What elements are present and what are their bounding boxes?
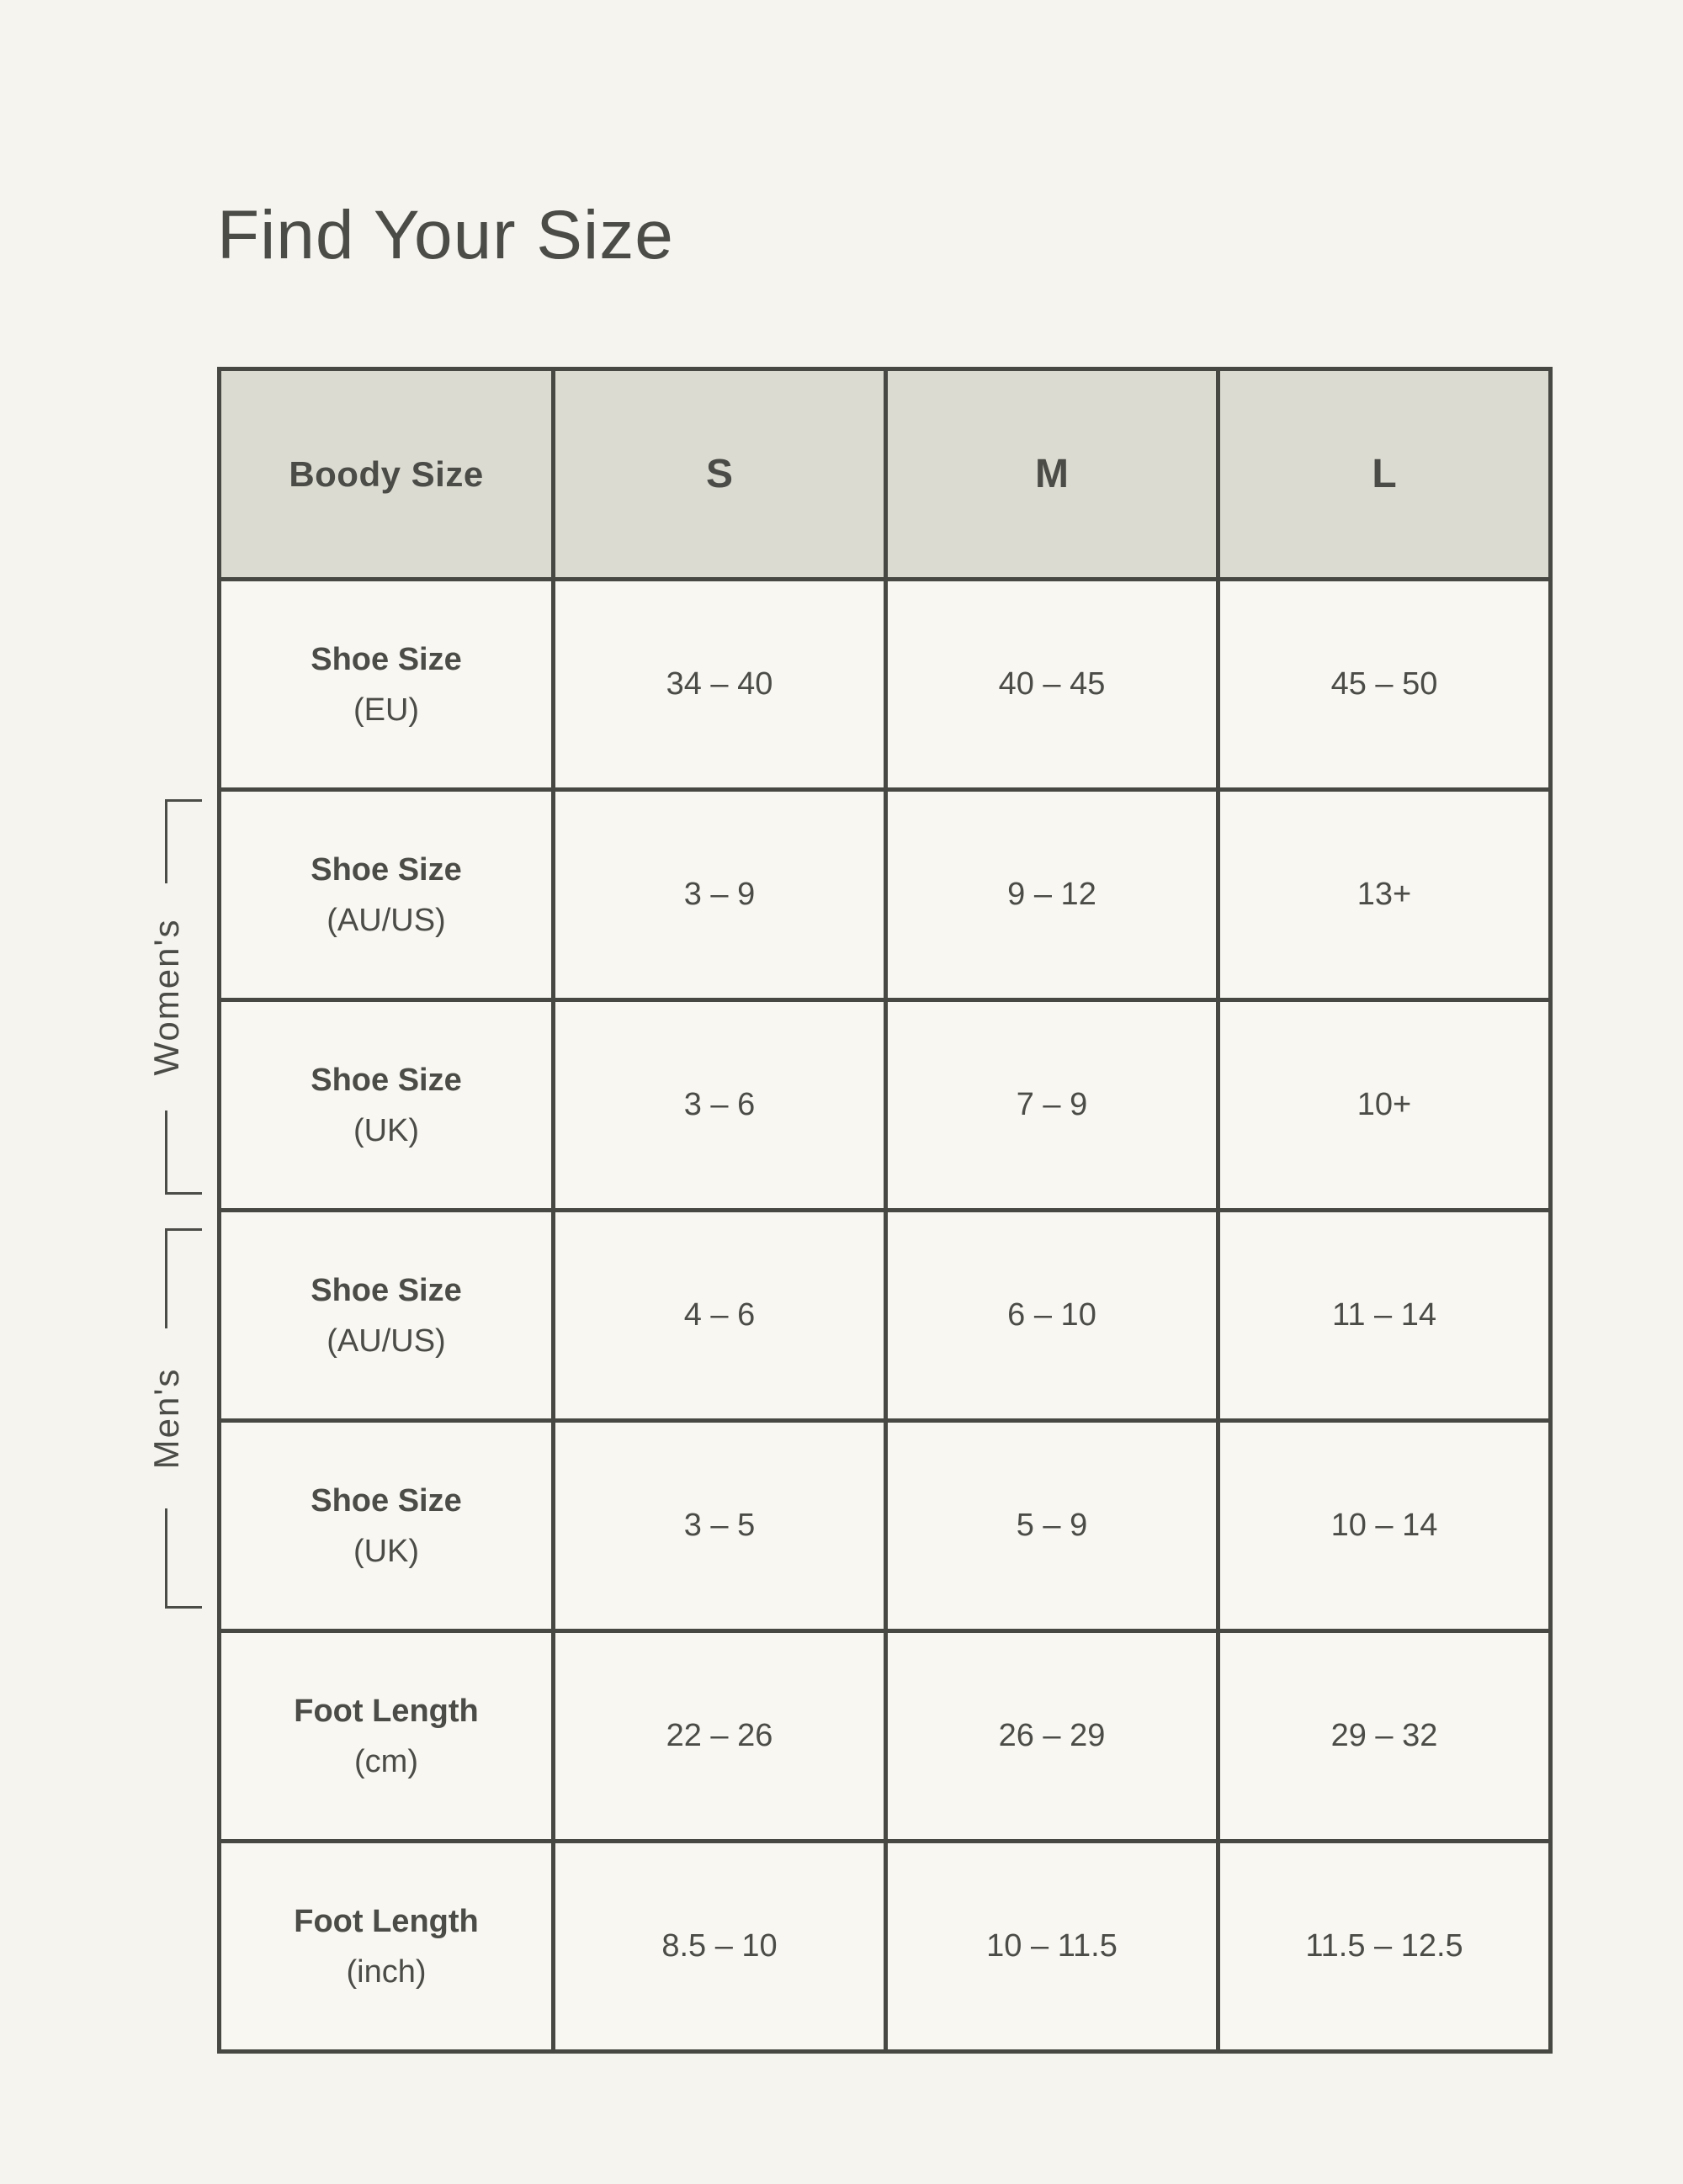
row-sublabel: (inch) <box>346 1953 427 1990</box>
row-label: Shoe Size <box>311 1062 462 1098</box>
header-size-l: L <box>1216 367 1553 581</box>
cell-value: 26 – 29 <box>884 1629 1220 1843</box>
row-header-cell: Shoe Size (AU/US) <box>217 787 555 1002</box>
table-row: Shoe Size (UK) 3 – 5 5 – 9 10 – 14 <box>217 1418 1553 1633</box>
cell-value: 8.5 – 10 <box>551 1839 888 2054</box>
cell-value: 22 – 26 <box>551 1629 888 1843</box>
table-row: Foot Length (inch) 8.5 – 10 10 – 11.5 11… <box>217 1839 1553 2054</box>
bracket-tick-bottom <box>165 1192 202 1195</box>
row-header-cell: Shoe Size (UK) <box>217 998 555 1212</box>
row-header-cell: Shoe Size (UK) <box>217 1418 555 1633</box>
header-brand-size-label: Boody Size <box>217 367 555 581</box>
cell-value: 45 – 50 <box>1216 577 1553 792</box>
mens-bracket: Men's <box>146 1228 202 1609</box>
bracket-tick-top <box>165 1228 202 1231</box>
bracket-stem <box>165 1228 167 1328</box>
womens-bracket: Women's <box>146 799 202 1195</box>
row-sublabel: (cm) <box>354 1743 418 1779</box>
row-header-cell: Foot Length (inch) <box>217 1839 555 2054</box>
bracket-tick-bottom <box>165 1606 202 1609</box>
table-row: Shoe Size (EU) 34 – 40 40 – 45 45 – 50 <box>217 577 1553 792</box>
row-label: Foot Length <box>294 1903 479 1939</box>
page-title: Find Your Size <box>217 196 674 273</box>
womens-group-label: Women's <box>146 918 186 1076</box>
size-chart-table: Boody Size S M L Shoe Size (EU) 34 – 40 … <box>217 367 1553 2054</box>
cell-value: 10 – 14 <box>1216 1418 1553 1633</box>
row-label: Foot Length <box>294 1693 479 1729</box>
row-sublabel: (UK) <box>353 1533 420 1569</box>
row-sublabel: (EU) <box>353 692 420 728</box>
cell-value: 7 – 9 <box>884 998 1220 1212</box>
mens-group-label: Men's <box>146 1367 186 1470</box>
cell-value: 40 – 45 <box>884 577 1220 792</box>
table-row: Shoe Size (AU/US) 3 – 9 9 – 12 13+ <box>217 787 1553 1002</box>
row-header-cell: Shoe Size (AU/US) <box>217 1208 555 1423</box>
table-header-row: Boody Size S M L <box>217 367 1553 581</box>
bracket-stem <box>165 799 167 883</box>
cell-value: 3 – 9 <box>551 787 888 1002</box>
bracket-tick-top <box>165 799 202 802</box>
header-size-s: S <box>551 367 888 581</box>
cell-value: 5 – 9 <box>884 1418 1220 1633</box>
cell-value: 3 – 5 <box>551 1418 888 1633</box>
row-label: Shoe Size <box>311 851 462 888</box>
cell-value: 4 – 6 <box>551 1208 888 1423</box>
bracket-stem <box>165 1508 167 1609</box>
table-row: Shoe Size (AU/US) 4 – 6 6 – 10 11 – 14 <box>217 1208 1553 1423</box>
cell-value: 3 – 6 <box>551 998 888 1212</box>
row-sublabel: (UK) <box>353 1112 420 1148</box>
row-header-cell: Foot Length (cm) <box>217 1629 555 1843</box>
row-sublabel: (AU/US) <box>327 902 446 938</box>
cell-value: 6 – 10 <box>884 1208 1220 1423</box>
cell-value: 34 – 40 <box>551 577 888 792</box>
header-size-m: M <box>884 367 1220 581</box>
cell-value: 29 – 32 <box>1216 1629 1553 1843</box>
row-header-cell: Shoe Size (EU) <box>217 577 555 792</box>
row-label: Shoe Size <box>311 641 462 677</box>
cell-value: 11.5 – 12.5 <box>1216 1839 1553 2054</box>
bracket-stem <box>165 1111 167 1195</box>
cell-value: 13+ <box>1216 787 1553 1002</box>
cell-value: 9 – 12 <box>884 787 1220 1002</box>
row-label: Shoe Size <box>311 1272 462 1308</box>
cell-value: 11 – 14 <box>1216 1208 1553 1423</box>
row-sublabel: (AU/US) <box>327 1323 446 1359</box>
table-row: Shoe Size (UK) 3 – 6 7 – 9 10+ <box>217 998 1553 1212</box>
row-label: Shoe Size <box>311 1482 462 1519</box>
cell-value: 10 – 11.5 <box>884 1839 1220 2054</box>
table-row: Foot Length (cm) 22 – 26 26 – 29 29 – 32 <box>217 1629 1553 1843</box>
cell-value: 10+ <box>1216 998 1553 1212</box>
